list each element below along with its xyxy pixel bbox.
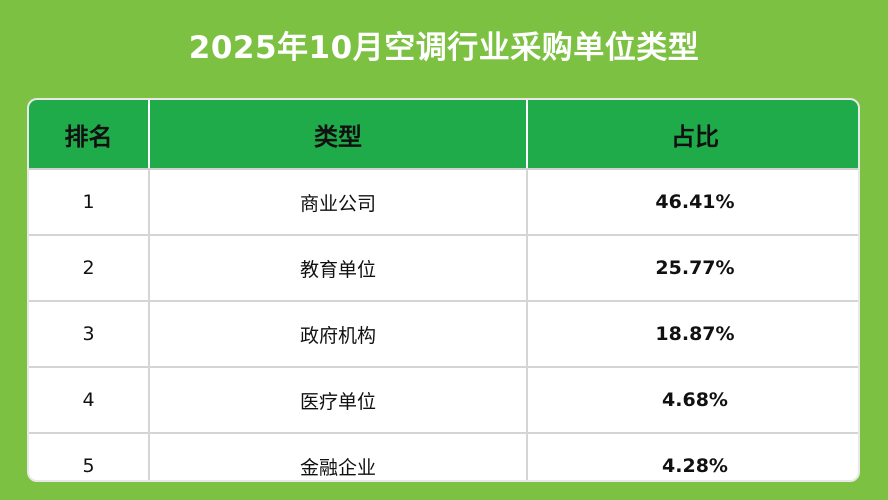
table-row: 2 教育单位 25.77% [29, 235, 858, 302]
table-row: 5 金融企业 4.28% [29, 433, 858, 480]
cell-share: 4.28% [662, 455, 728, 477]
table-header-row: 排名 类型 占比 [29, 100, 858, 170]
table-row: 1 商业公司 46.41% [29, 169, 858, 236]
cell-share: 4.68% [527, 367, 858, 434]
table-row: 3 政府机构 18.87% [29, 301, 858, 368]
page-title: 2025年10月空调行业采购单位类型 [188, 30, 700, 66]
cell-rank: 3 [29, 301, 150, 368]
cell-type: 医疗单位 [149, 367, 528, 434]
data-table-container: 排名 类型 占比 1 商业公司 46.41% 2 教育单位 25.77% 3 政… [27, 98, 860, 482]
cell-rank: 4 [29, 367, 150, 434]
cell-type: 金融企业 [149, 433, 528, 480]
cell-share: 25.77% [527, 235, 858, 302]
column-header-type: 类型 [149, 100, 528, 170]
cell-rank: 1 [29, 169, 150, 236]
column-header-share: 占比 [527, 100, 858, 170]
table-row: 4 医疗单位 4.68% [29, 367, 858, 434]
data-table: 排名 类型 占比 1 商业公司 46.41% 2 教育单位 25.77% 3 政… [29, 100, 858, 480]
cell-type: 商业公司 [149, 169, 528, 236]
cell-rank: 2 [29, 235, 150, 302]
cell-type: 政府机构 [149, 301, 528, 368]
cell-type: 教育单位 [149, 235, 528, 302]
column-header-rank: 排名 [29, 100, 150, 170]
cell-rank: 5 [29, 433, 150, 480]
cell-share: 46.41% [527, 169, 858, 236]
cell-share: 18.87% [527, 301, 858, 368]
